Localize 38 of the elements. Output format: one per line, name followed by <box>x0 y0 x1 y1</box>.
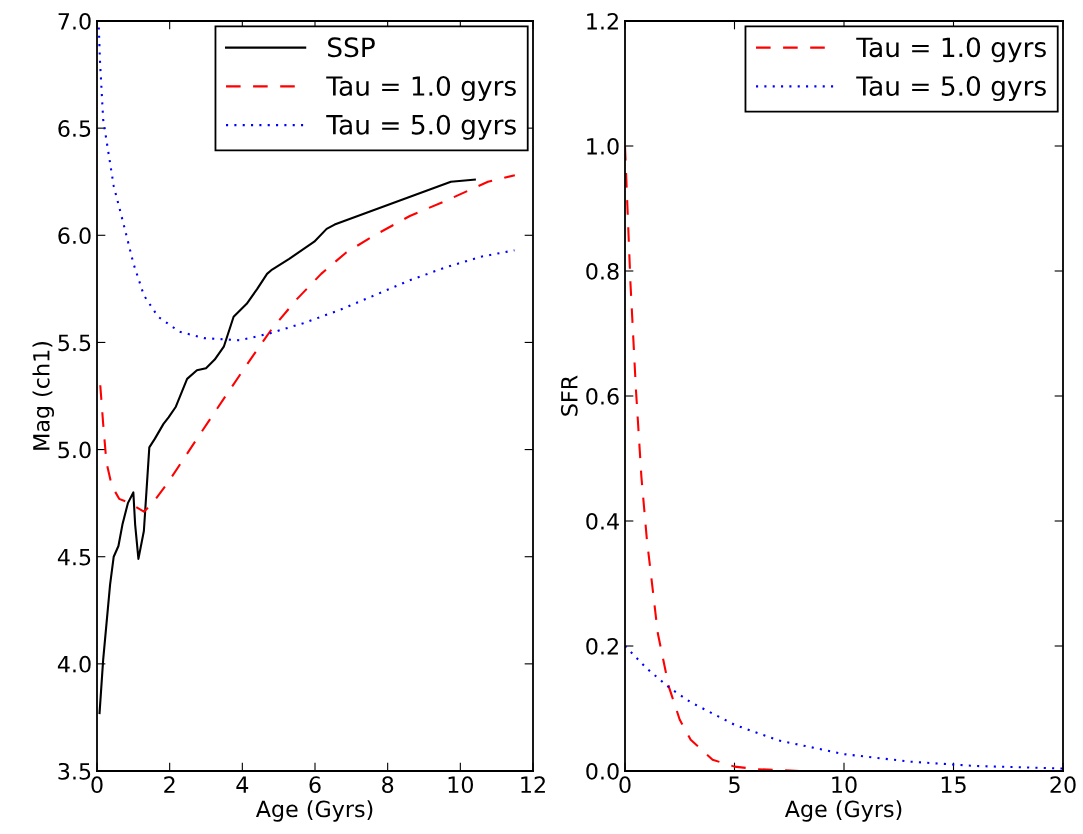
x-tick-label: 0 <box>91 776 103 794</box>
y-tick-label: 0.2 <box>586 637 618 655</box>
y-tick-label: 1.0 <box>587 137 619 155</box>
x-tick-label: 2 <box>164 776 175 793</box>
y-tick-label: 3.5 <box>58 762 91 780</box>
x-tick-label: 12 <box>521 776 545 793</box>
y-axis-title: SFR <box>560 375 578 416</box>
x-tick-label: 6 <box>309 776 321 794</box>
x-tick-label: 4 <box>236 776 249 793</box>
y-tick-label: 4.0 <box>57 655 91 673</box>
y-tick-label: 6.0 <box>58 227 91 245</box>
legend-label: Tau = 1.0 gyrs <box>856 37 1046 63</box>
line-series <box>99 174 516 513</box>
legend-label: Tau = 5.0 gyrs <box>856 76 1046 102</box>
y-tick-label: 0.6 <box>586 387 619 405</box>
y-tick-label: 5.5 <box>58 334 91 352</box>
x-tick-label: 15 <box>941 776 966 794</box>
x-tick-label: 20 <box>1050 776 1076 794</box>
y-tick-label: 0.4 <box>586 512 619 530</box>
x-tick-label: 0 <box>619 776 631 794</box>
line-series <box>97 26 516 342</box>
legend-label: SSP <box>328 37 375 58</box>
legend-label: Tau = 1.0 gyrs <box>326 76 516 102</box>
x-tick-label: 10 <box>832 776 857 794</box>
y-tick-label: 1.2 <box>587 12 618 30</box>
x-axis-title: Age (Gyrs) <box>255 800 373 822</box>
x-tick-label: 5 <box>729 776 740 794</box>
y-tick-label: 7.0 <box>58 12 91 30</box>
y-axis-title: Mag (ch1) <box>32 342 55 450</box>
x-axis-title: Age (Gyrs) <box>784 800 902 822</box>
x-tick-label: 8 <box>382 776 394 794</box>
x-tick-label: 10 <box>448 776 473 794</box>
y-tick-label: 0.0 <box>586 762 619 780</box>
y-tick-label: 4.5 <box>57 548 91 566</box>
legend-label: Tau = 5.0 gyrs <box>326 114 516 140</box>
y-tick-label: 0.8 <box>586 262 619 280</box>
y-tick-label: 5.0 <box>58 441 91 459</box>
y-tick-label: 6.5 <box>58 120 91 137</box>
